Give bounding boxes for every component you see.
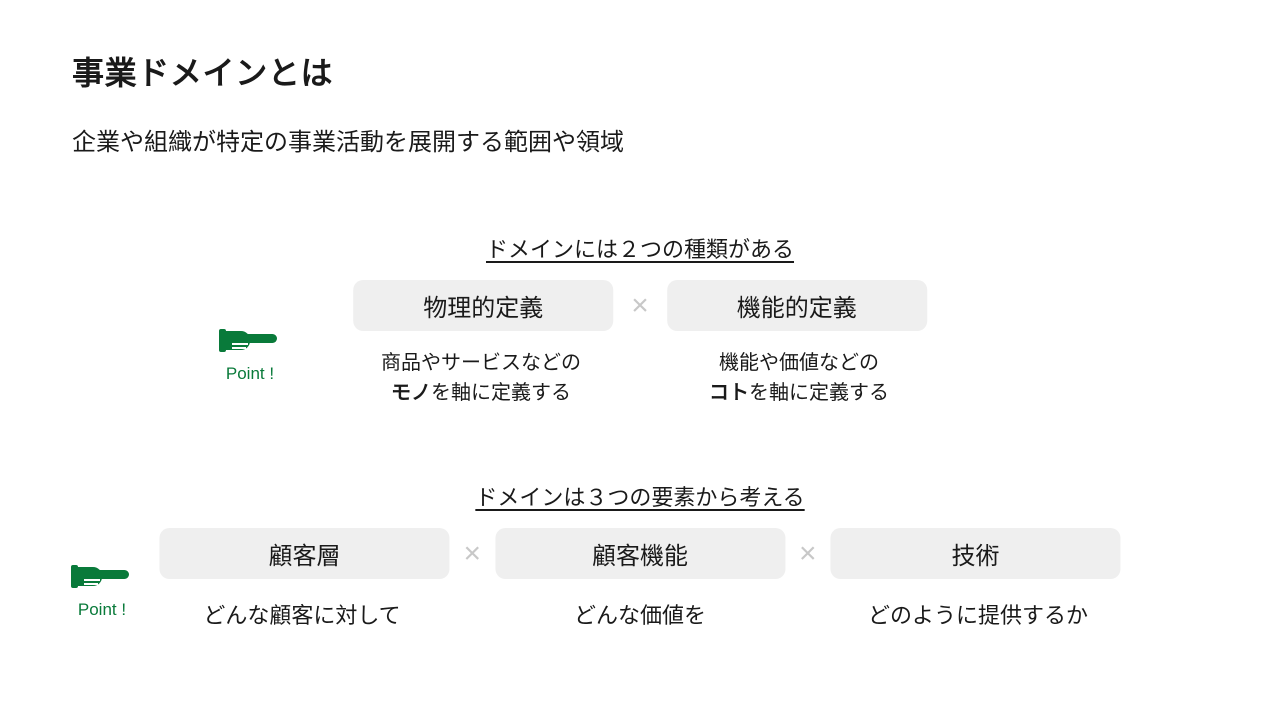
desc-customer-function: どんな価値を <box>495 598 785 630</box>
desc-functional-definition: 機能や価値などの コトを軸に定義する <box>669 348 929 408</box>
pill-customer-segment: 顧客層 <box>159 528 449 579</box>
section2-desc-row: どんな顧客に対して どんな価値を どのように提供するか <box>157 598 1123 630</box>
point-label: Point ! <box>78 600 126 620</box>
text-bold: モノ <box>391 382 431 404</box>
section1-heading: ドメインには２つの種類がある <box>486 232 794 264</box>
text: 商品やサービスなどの <box>351 348 611 378</box>
section2-heading: ドメインは３つの要素から考える <box>475 480 804 512</box>
text-bold: コト <box>709 382 749 404</box>
desc-technology: どのように提供するか <box>833 598 1123 630</box>
page-subtitle: 企業や組織が特定の事業活動を展開する範囲や領域 <box>72 122 624 157</box>
pill-customer-function: 顧客機能 <box>495 528 785 579</box>
point-marker-2: Point ! <box>62 556 142 620</box>
text: を軸に定義する <box>749 382 889 404</box>
section1-pill-row: 物理的定義 × 機能的定義 <box>353 280 927 331</box>
multiply-icon: × <box>463 537 481 571</box>
pill-functional-definition: 機能的定義 <box>667 280 927 331</box>
pill-physical-definition: 物理的定義 <box>353 280 613 331</box>
point-label: Point ! <box>226 364 274 384</box>
section2-pill-row: 顧客層 × 顧客機能 × 技術 <box>159 528 1120 579</box>
multiply-icon: × <box>799 537 817 571</box>
pointing-hand-icon <box>219 320 281 360</box>
desc-customer-segment: どんな顧客に対して <box>157 598 447 630</box>
pointing-hand-icon <box>71 556 133 596</box>
page-title: 事業ドメインとは <box>72 48 333 94</box>
desc-physical-definition: 商品やサービスなどの モノを軸に定義する <box>351 348 611 408</box>
multiply-icon: × <box>631 289 649 323</box>
text: 機能や価値などの <box>669 348 929 378</box>
pill-technology: 技術 <box>831 528 1121 579</box>
point-marker-1: Point ! <box>210 320 290 384</box>
section1-desc-row: 商品やサービスなどの モノを軸に定義する 機能や価値などの コトを軸に定義する <box>351 348 929 408</box>
text: を軸に定義する <box>431 382 571 404</box>
